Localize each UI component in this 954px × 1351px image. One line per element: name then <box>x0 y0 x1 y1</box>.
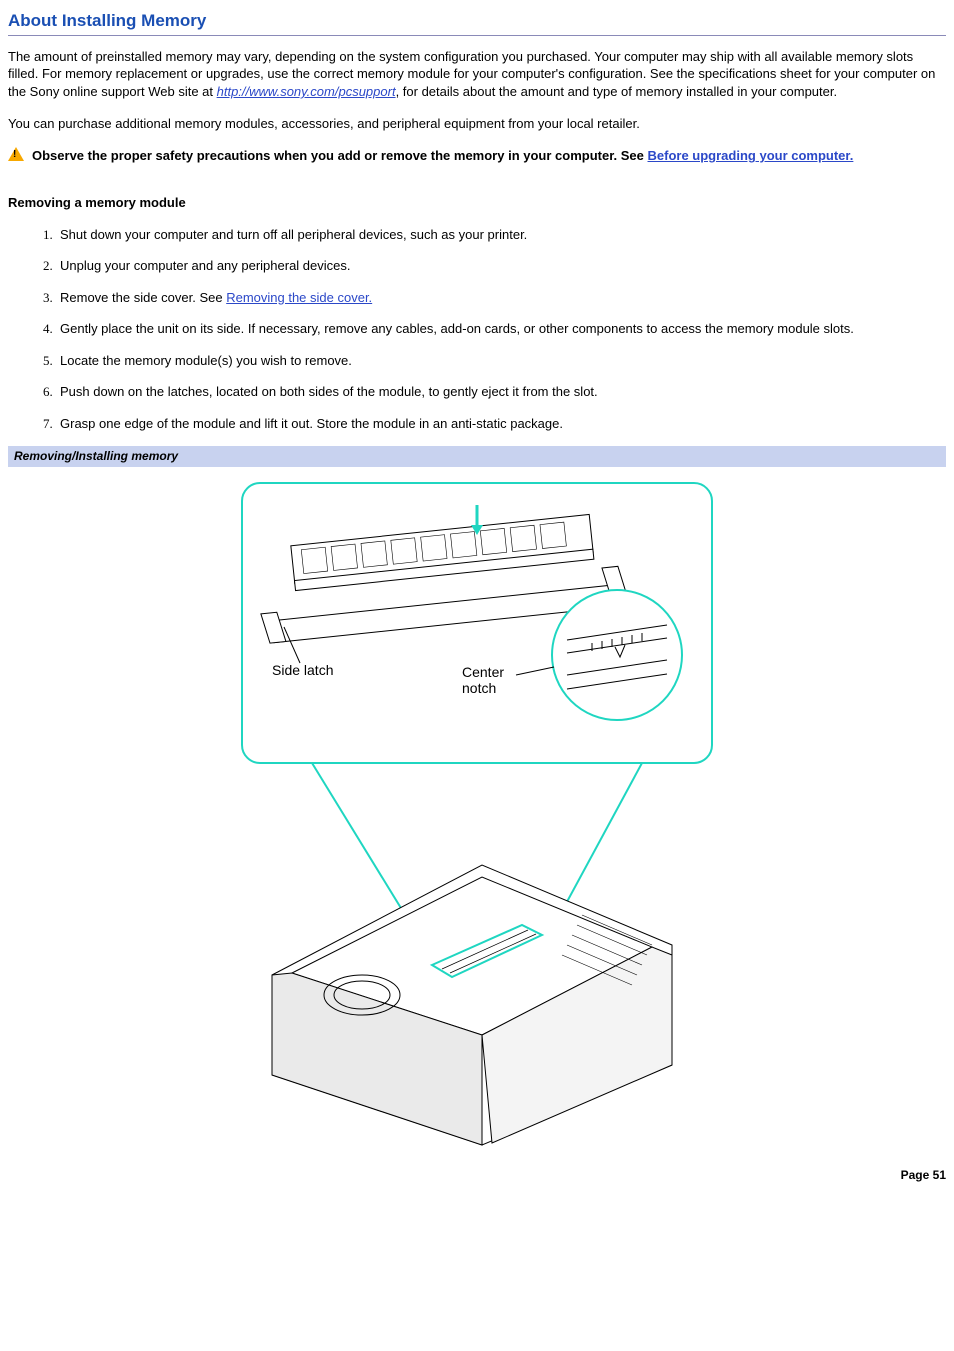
warning-icon <box>8 147 24 161</box>
steps-list: Shut down your computer and turn off all… <box>8 226 946 433</box>
page-title: About Installing Memory <box>8 10 946 33</box>
list-item: Gently place the unit on its side. If ne… <box>56 320 946 338</box>
computer-chassis <box>272 865 672 1145</box>
list-item: Remove the side cover. See Removing the … <box>56 289 946 307</box>
caution-block: Observe the proper safety precautions wh… <box>8 146 946 166</box>
sub-heading: Removing a memory module <box>8 194 946 212</box>
list-item: Unplug your computer and any peripheral … <box>56 257 946 275</box>
figure-caption: Removing/Installing memory <box>8 446 946 466</box>
list-item: Locate the memory module(s) you wish to … <box>56 352 946 370</box>
intro-paragraph-2: You can purchase additional memory modul… <box>8 115 946 133</box>
step-text: Locate the memory module(s) you wish to … <box>60 353 352 368</box>
support-url-link[interactable]: http://www.sony.com/pcsupport <box>217 84 396 99</box>
step-text: Remove the side cover. See Removing the … <box>60 290 372 305</box>
section-divider <box>8 35 946 36</box>
list-item: Grasp one edge of the module and lift it… <box>56 415 946 433</box>
step-text: Gently place the unit on its side. If ne… <box>60 321 854 336</box>
before-upgrade-link[interactable]: Before upgrading your computer. <box>648 148 854 163</box>
center-notch-label2: notch <box>462 680 496 696</box>
step3-pre: Remove the side cover. See <box>60 290 226 305</box>
list-item: Shut down your computer and turn off all… <box>56 226 946 244</box>
figure-wrap: Side latch Center notch <box>8 475 946 1160</box>
step-text: Push down on the latches, located on bot… <box>60 384 598 399</box>
side-cover-link[interactable]: Removing the side cover. <box>226 290 372 305</box>
center-notch-label: Center <box>462 664 504 680</box>
list-item: Push down on the latches, located on bot… <box>56 383 946 401</box>
caution-text: Observe the proper safety precautions wh… <box>32 148 648 163</box>
step-text: Unplug your computer and any peripheral … <box>60 258 351 273</box>
step-text: Shut down your computer and turn off all… <box>60 227 527 242</box>
intro-text-post: for details about the amount and type of… <box>399 84 837 99</box>
side-latch-label: Side latch <box>272 662 333 678</box>
intro-paragraph-1: The amount of preinstalled memory may va… <box>8 48 946 101</box>
step-text: Grasp one edge of the module and lift it… <box>60 416 563 431</box>
page-number: Page 51 <box>8 1167 946 1183</box>
memory-diagram: Side latch Center notch <box>232 475 722 1155</box>
